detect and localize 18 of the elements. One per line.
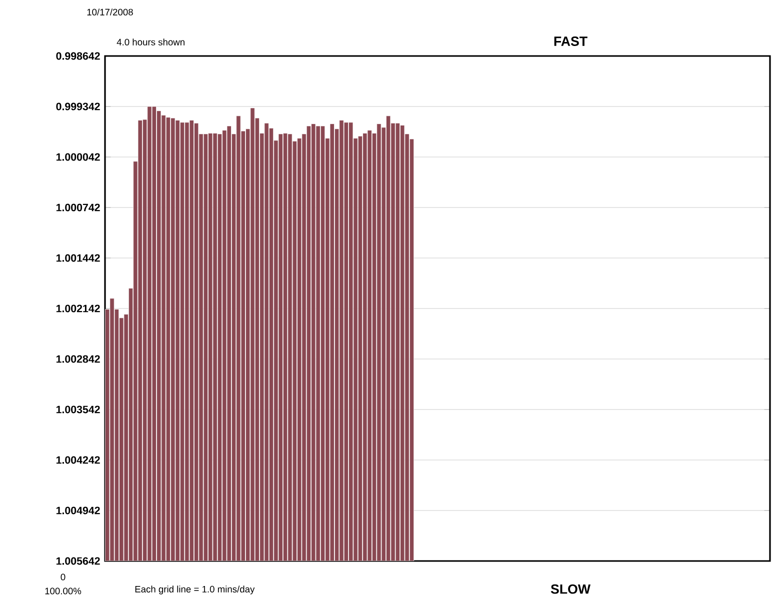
chart-title: FAST — [554, 36, 588, 46]
y-tick-label: 1.001442 — [56, 254, 100, 262]
y-tick-label: 0.999342 — [56, 102, 100, 110]
text: 10/17/2008 — [87, 8, 133, 16]
text: 4.0 hours shown — [116, 38, 184, 46]
text: 100.00% — [45, 588, 82, 594]
y-tick-label: 1.002842 — [56, 355, 100, 363]
y-tick-label: 1.004242 — [56, 456, 100, 464]
y-tick-label: 1.005642 — [56, 557, 100, 565]
x-axis-title: SLOW — [550, 584, 590, 594]
y-tick-label: 1.003542 — [56, 406, 100, 414]
text: Each grid line = 1.0 mins/day — [135, 586, 255, 594]
y-tick-label: 1.000042 — [56, 153, 100, 161]
y-tick-label: 0.998642 — [56, 52, 100, 60]
y-tick-label: 1.004942 — [56, 506, 100, 514]
y-tick-label: 1.002142 — [56, 304, 100, 312]
y-tick-label: 1.000742 — [56, 204, 100, 212]
text: 0 — [60, 574, 66, 580]
